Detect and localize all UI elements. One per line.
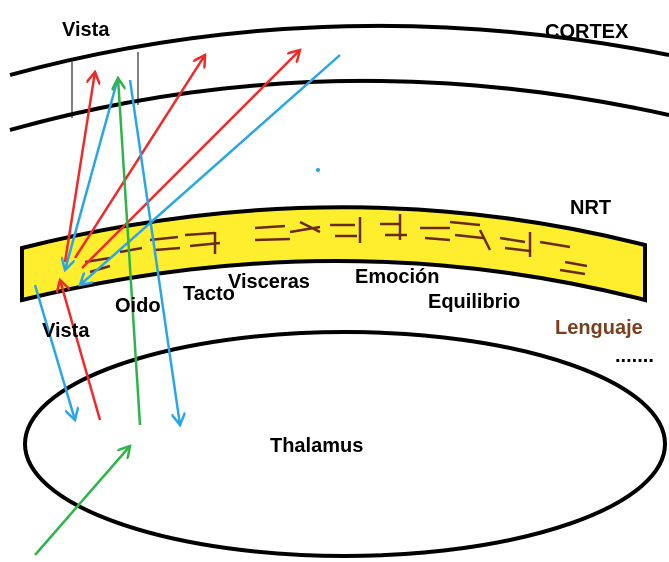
label: Visceras: [228, 271, 310, 293]
label: .......: [615, 345, 654, 367]
label: NRT: [570, 197, 611, 219]
nrt-marks: [84, 214, 588, 276]
dot: [316, 168, 320, 172]
label: Vista: [62, 19, 110, 41]
label: Vista: [42, 320, 90, 342]
label: Equilibrio: [428, 291, 520, 313]
thalamus: [23, 330, 667, 558]
nrt-band: [20, 205, 647, 303]
arrows: [33, 50, 341, 556]
label: Tacto: [183, 283, 235, 305]
cortex-outer: [9, 23, 669, 77]
label: Thalamus: [270, 435, 363, 457]
label: Lenguaje: [555, 317, 643, 339]
label: Emoción: [355, 266, 439, 288]
cortex-inner: [9, 78, 669, 132]
label: CORTEX: [545, 21, 629, 43]
label: Oido: [115, 295, 161, 317]
